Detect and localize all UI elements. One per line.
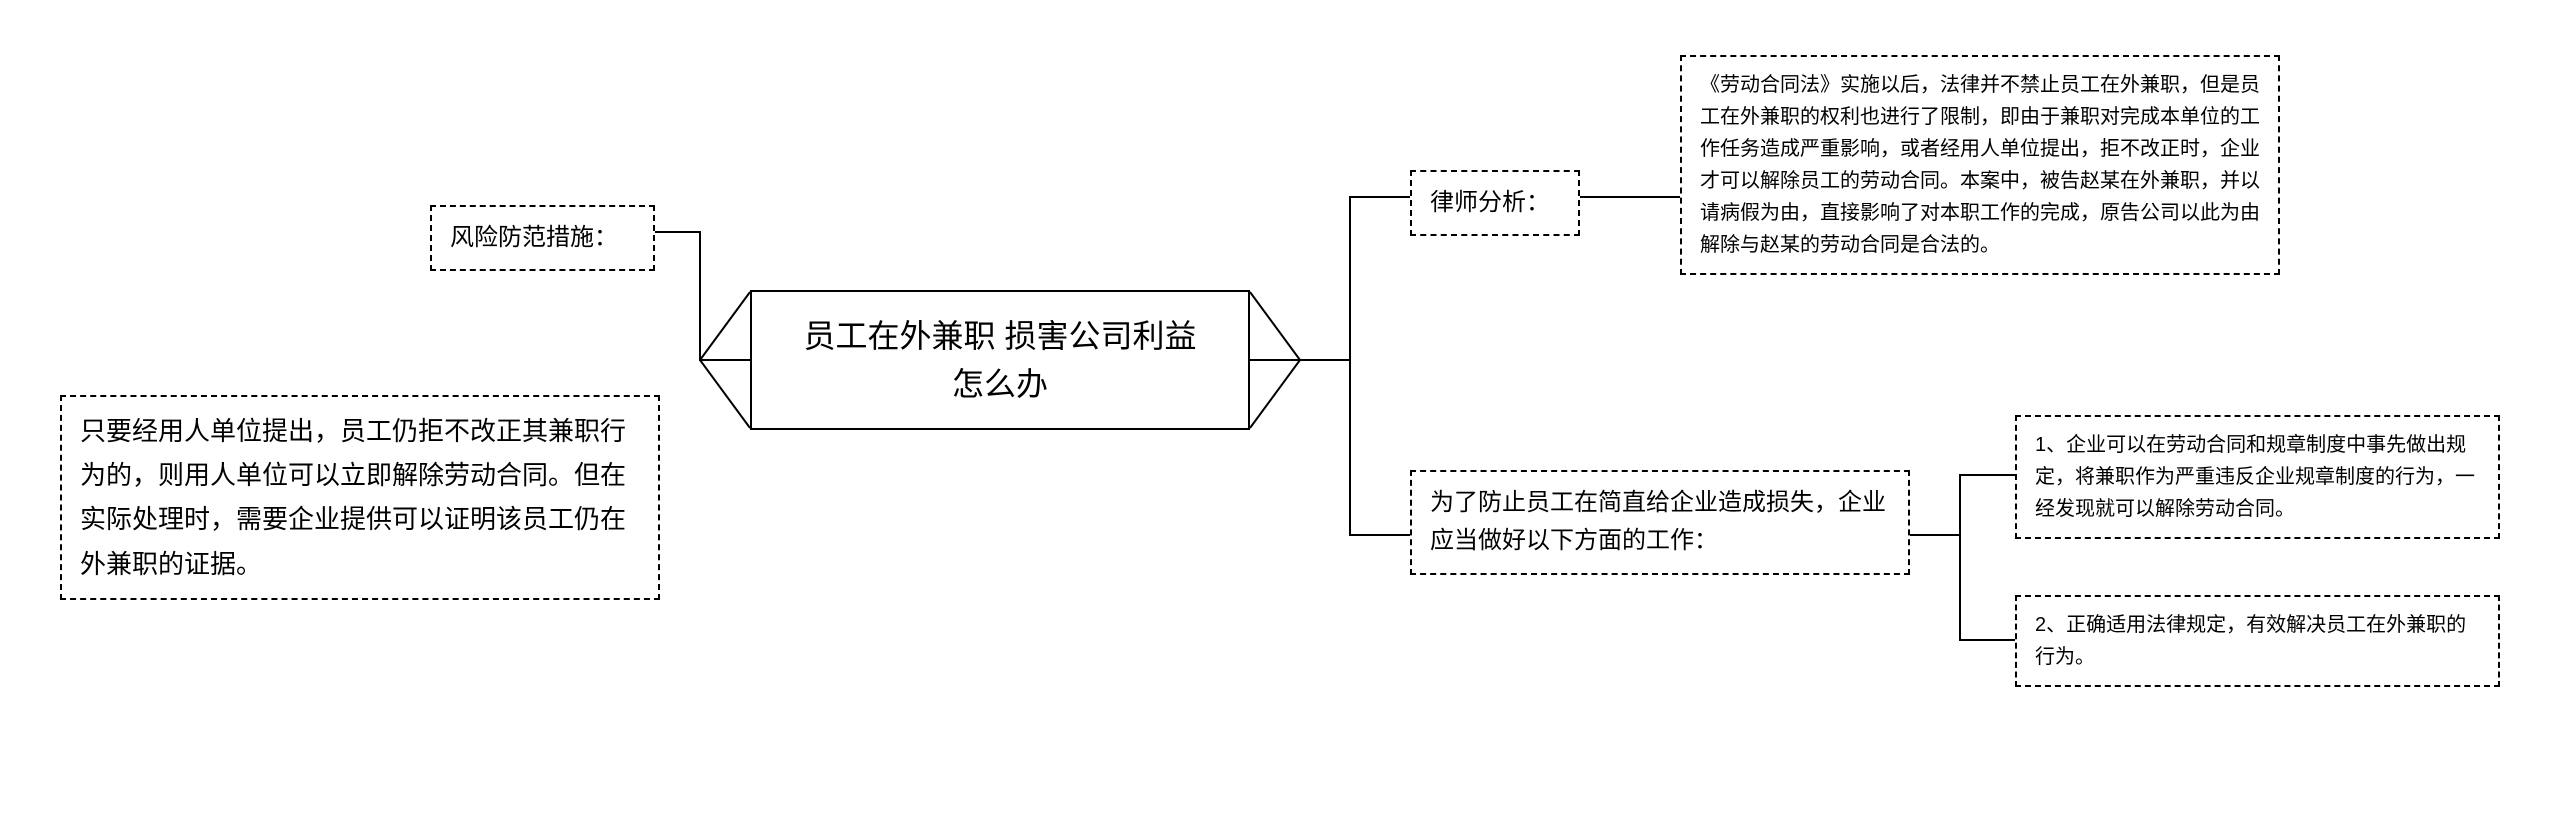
right-branch-2-label-text: 为了防止员工在简直给企业造成损失，企业应当做好以下方面的工作： [1430,489,1886,554]
right-branch-1-child: 《劳动合同法》实施以后，法律并不禁止员工在外兼职，但是员工在外兼职的权利也进行了… [1680,55,2280,275]
right-branch-2-child-1-text: 1、企业可以在劳动合同和规章制度中事先做出规定，将兼职作为严重违反企业规章制度的… [2035,434,2475,520]
right-branch-1-label-text: 律师分析： [1430,189,1550,216]
left-branch-content: 只要经用人单位提出，员工仍拒不改正其兼职行为的，则用人单位可以立即解除劳动合同。… [60,395,660,600]
right-branch-2-child-2-text: 2、正确适用法律规定，有效解决员工在外兼职的行为。 [2035,614,2466,668]
right-branch-1-label: 律师分析： [1410,170,1580,236]
right-branch-2-child-2: 2、正确适用法律规定，有效解决员工在外兼职的行为。 [2015,595,2500,687]
center-node: 员工在外兼职 损害公司利益怎么办 [750,290,1250,430]
left-branch-label: 风险防范措施： [430,205,655,271]
right-branch-2-child-1: 1、企业可以在劳动合同和规章制度中事先做出规定，将兼职作为严重违反企业规章制度的… [2015,415,2500,539]
left-branch-label-text: 风险防范措施： [450,224,618,251]
right-branch-1-child-text: 《劳动合同法》实施以后，法律并不禁止员工在外兼职，但是员工在外兼职的权利也进行了… [1700,74,2260,256]
center-text: 员工在外兼职 损害公司利益怎么办 [804,318,1197,402]
right-branch-2-label: 为了防止员工在简直给企业造成损失，企业应当做好以下方面的工作： [1410,470,1910,575]
left-branch-content-text: 只要经用人单位提出，员工仍拒不改正其兼职行为的，则用人单位可以立即解除劳动合同。… [80,416,626,579]
